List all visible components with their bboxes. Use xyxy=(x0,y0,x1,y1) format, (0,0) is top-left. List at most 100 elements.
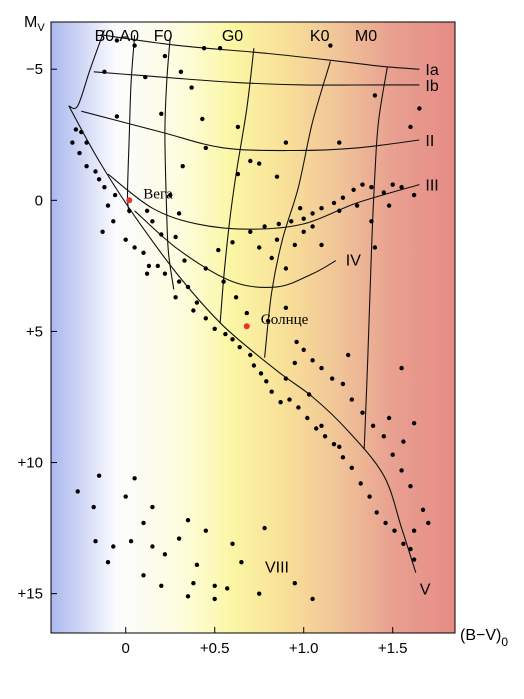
luminosity-class-label-VIII: VIII xyxy=(265,560,289,577)
star-point xyxy=(123,237,128,242)
star-point xyxy=(390,182,395,187)
highlighted-star-point xyxy=(126,197,133,204)
y-tick-label: 0 xyxy=(35,192,43,209)
star-point xyxy=(96,177,102,182)
star-point xyxy=(292,360,297,366)
star-point xyxy=(162,552,168,557)
x-axis-title-subscript: 0 xyxy=(501,635,508,649)
luminosity-class-label-II: II xyxy=(425,133,434,150)
star-point xyxy=(150,544,155,549)
star-point xyxy=(337,444,342,449)
highlighted-star-label: Солнце xyxy=(261,312,309,328)
star-point xyxy=(235,124,241,130)
star-point xyxy=(203,316,208,321)
star-point xyxy=(185,518,191,523)
star-point xyxy=(262,224,267,229)
star-point xyxy=(132,43,137,48)
star-point xyxy=(408,546,413,552)
luminosity-class-label-Ib: Ib xyxy=(425,78,438,95)
star-point xyxy=(235,171,241,177)
star-point xyxy=(301,229,306,234)
luminosity-line-IV xyxy=(134,210,337,289)
x-axis-title-main: (B−V) xyxy=(460,627,501,644)
star-point xyxy=(426,520,431,526)
star-point xyxy=(381,434,386,439)
star-point xyxy=(178,69,184,75)
star-point xyxy=(292,242,297,248)
star-point xyxy=(399,365,404,371)
star-point xyxy=(155,263,160,269)
star-point xyxy=(162,271,168,276)
star-point xyxy=(283,376,289,381)
star-point xyxy=(70,140,75,145)
star-point xyxy=(340,381,346,387)
star-point xyxy=(159,111,164,117)
x-tick-label: 0 xyxy=(122,640,130,657)
star-point xyxy=(411,192,417,198)
star-point xyxy=(75,489,80,494)
star-point xyxy=(331,200,337,206)
star-point xyxy=(283,305,289,310)
star-point xyxy=(212,326,217,331)
axes: 0 +0.5 +1.0 +1.5 −5 0 +5 +10 +15 xyxy=(18,61,408,657)
star-point xyxy=(370,423,376,428)
y-tick-label: +5 xyxy=(26,323,43,340)
star-point xyxy=(276,221,281,227)
x-axis-title: (B−V)0 xyxy=(460,627,508,649)
star-point xyxy=(150,504,155,510)
spectral-line-B0 xyxy=(68,29,105,110)
star-point xyxy=(399,185,404,190)
star-point xyxy=(230,541,235,546)
star-point xyxy=(230,337,235,342)
star-point xyxy=(182,258,187,263)
star-point xyxy=(248,352,253,358)
star-point xyxy=(248,229,253,234)
star-point xyxy=(298,206,303,211)
spectral-class-label-G0: G0 xyxy=(222,28,243,45)
star-point xyxy=(330,376,335,381)
x-tick-label: +0.5 xyxy=(200,640,230,657)
star-point xyxy=(237,345,242,350)
star-point xyxy=(369,219,374,224)
star-point xyxy=(296,405,301,410)
star-point xyxy=(96,473,102,478)
star-point xyxy=(173,234,178,240)
y-tick-label: +10 xyxy=(18,455,43,472)
star-point xyxy=(159,232,164,237)
star-point xyxy=(274,237,280,242)
star-point xyxy=(411,528,417,533)
star-point xyxy=(283,140,289,145)
star-point xyxy=(212,583,217,588)
luminosity-line-Ib xyxy=(93,71,420,86)
star-point xyxy=(319,242,324,248)
star-point xyxy=(93,169,98,174)
star-point xyxy=(112,192,118,198)
luminosity-line-II xyxy=(81,110,420,152)
star-point xyxy=(223,331,228,337)
luminosity-line-III xyxy=(107,173,420,230)
star-point xyxy=(225,586,230,591)
star-point xyxy=(319,365,324,371)
star-point xyxy=(102,185,107,190)
star-point xyxy=(203,145,208,151)
star-point xyxy=(84,164,89,169)
star-point xyxy=(114,38,120,43)
star-point xyxy=(294,339,299,345)
star-point xyxy=(417,106,422,111)
star-point xyxy=(176,536,182,541)
plot-background xyxy=(51,22,455,633)
highlighted-star-label: Вега xyxy=(143,186,173,202)
star-point xyxy=(340,455,346,460)
star-point xyxy=(132,476,137,481)
star-point xyxy=(79,129,84,135)
star-point xyxy=(176,279,182,284)
star-point xyxy=(360,182,365,187)
star-point xyxy=(189,85,194,90)
star-point xyxy=(132,245,137,250)
star-point xyxy=(292,581,297,586)
star-point xyxy=(212,596,217,602)
star-point xyxy=(262,525,267,531)
star-point xyxy=(301,216,306,221)
star-point xyxy=(93,539,98,544)
